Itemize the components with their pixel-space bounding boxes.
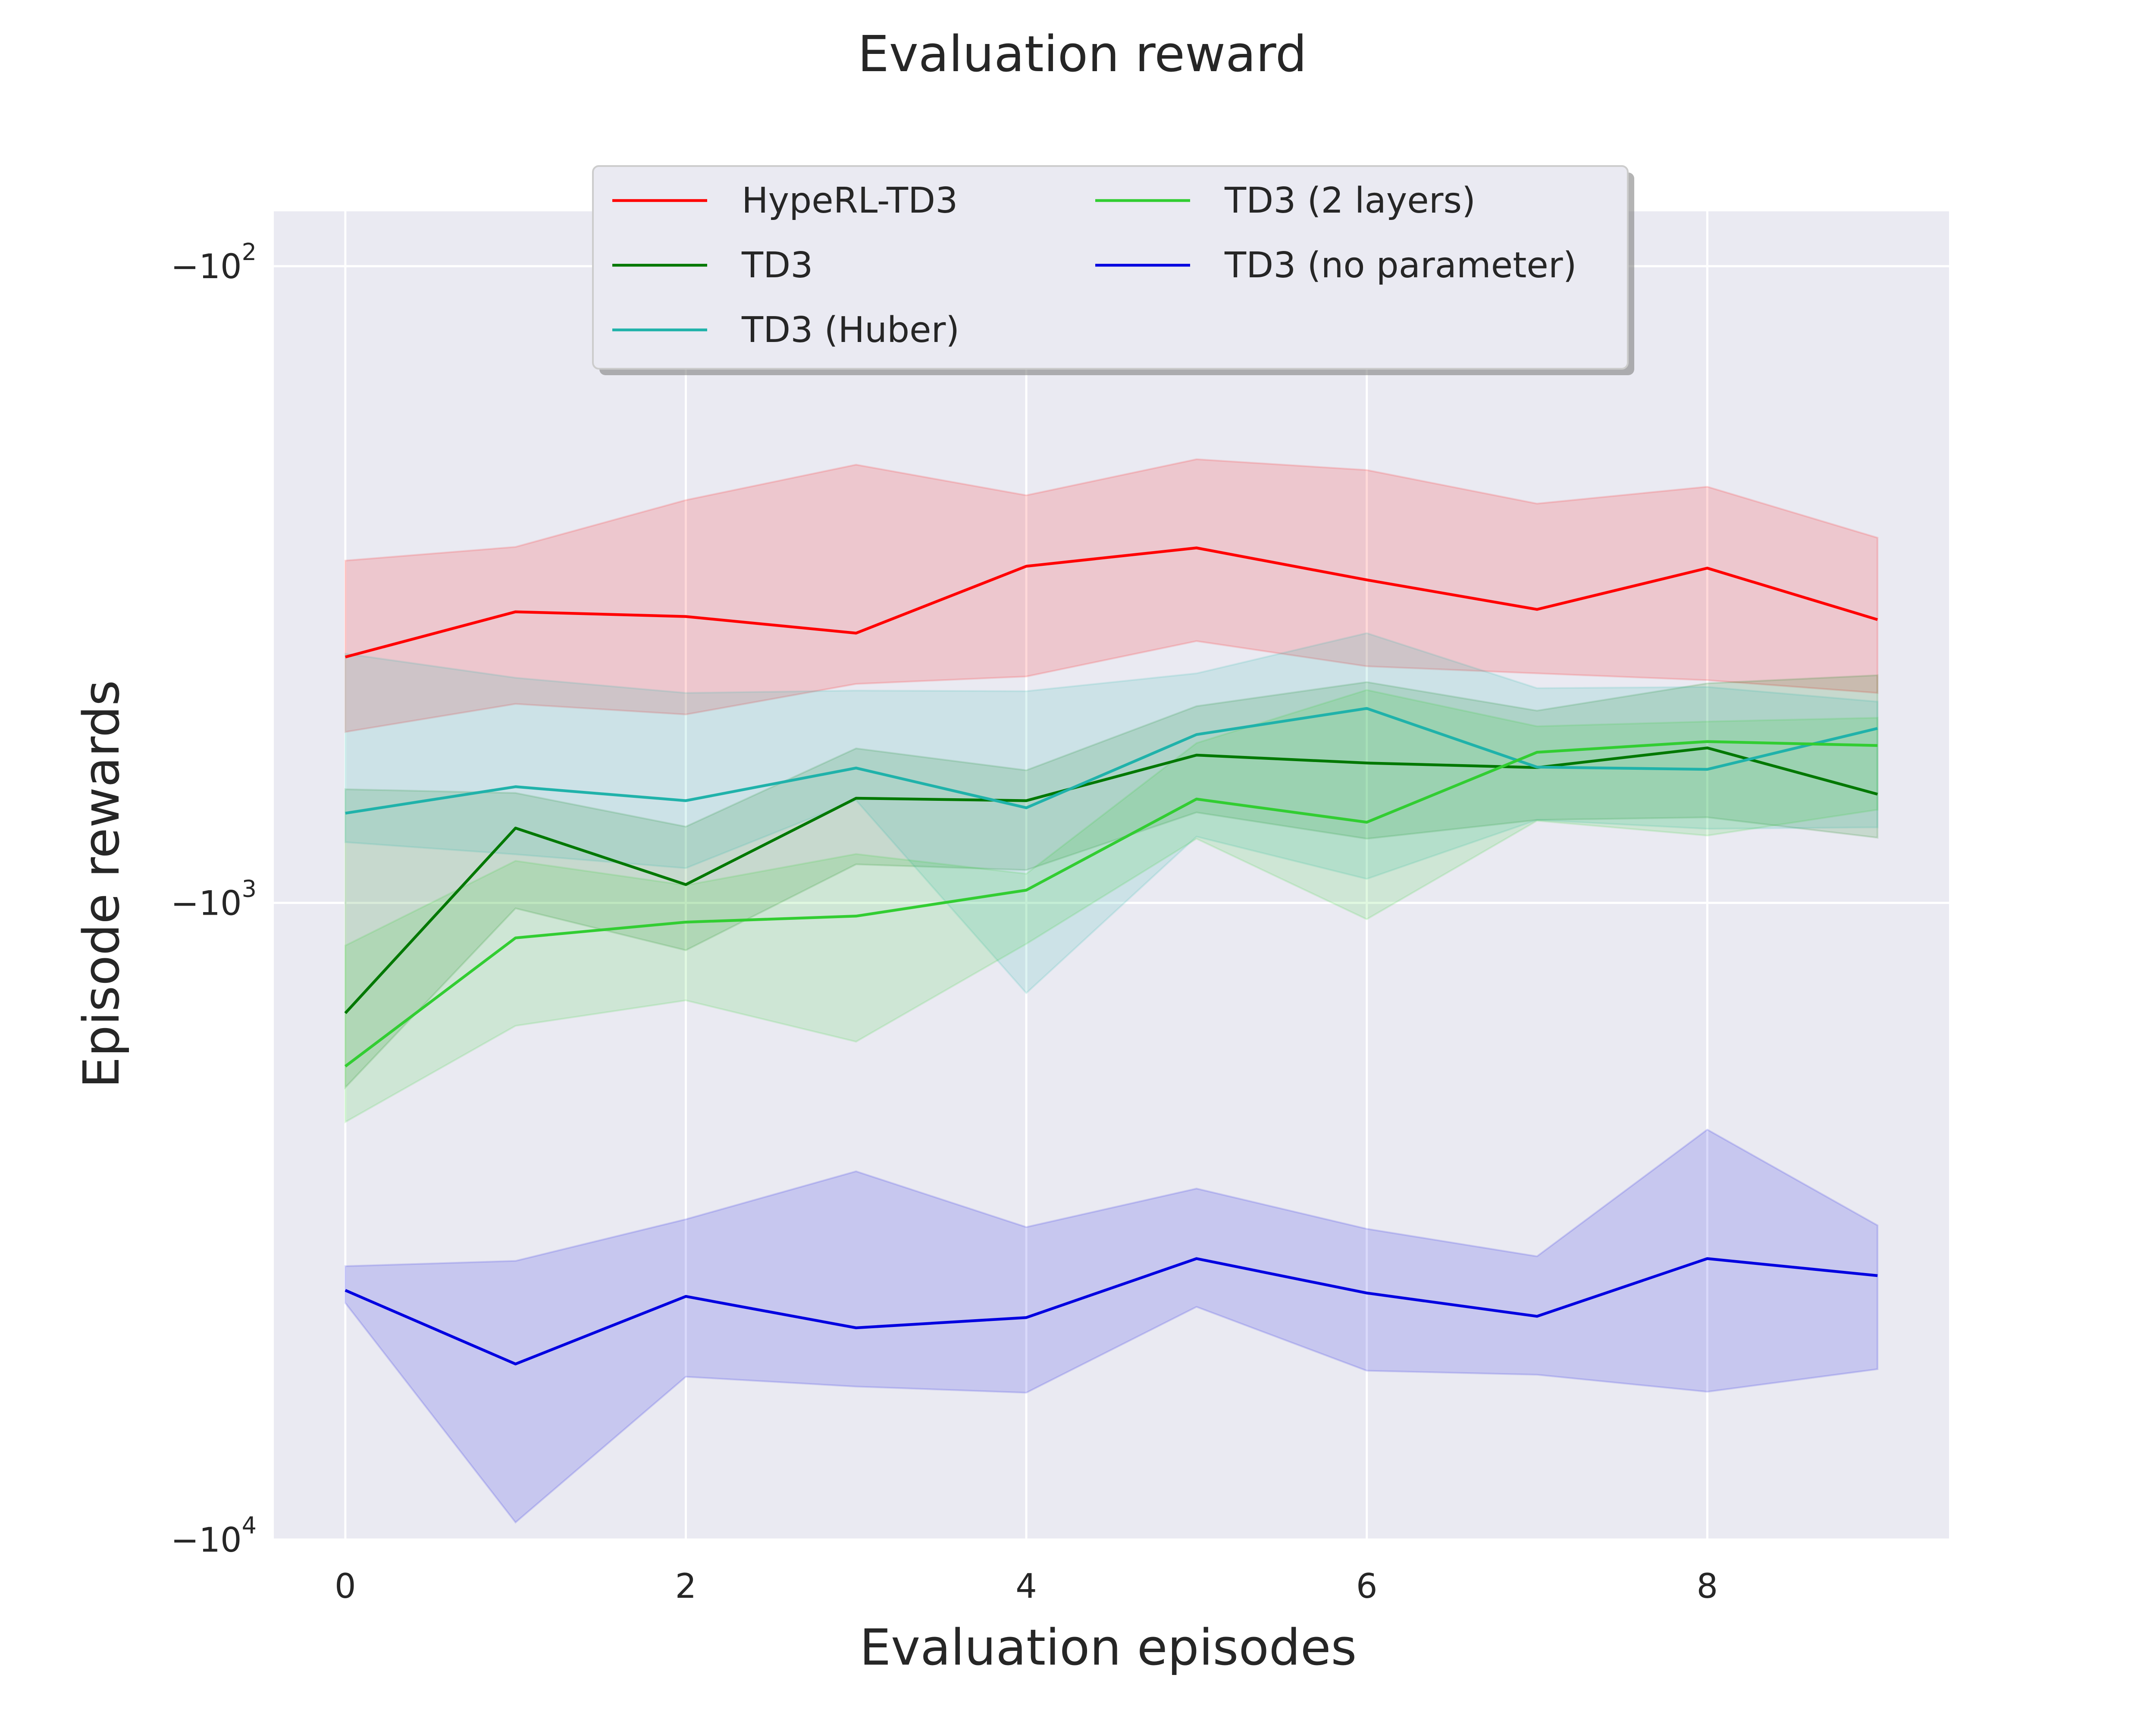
series-line-4 bbox=[345, 1257, 1878, 1366]
legend-box bbox=[592, 165, 1629, 370]
band-1 bbox=[344, 674, 1879, 1090]
grid bbox=[274, 211, 1949, 1541]
x-tick-label: 6 bbox=[1356, 1567, 1378, 1606]
plot-area bbox=[274, 211, 1949, 1540]
tick-labels: 0 2 4 6 8 −102 −103 −104 bbox=[171, 238, 1718, 1606]
legend-label-4: TD3 (no parameter) bbox=[1224, 245, 1577, 286]
band-4 bbox=[344, 1128, 1879, 1524]
band-3 bbox=[344, 689, 1879, 1124]
band-0 bbox=[344, 458, 1879, 733]
series-lines bbox=[344, 546, 1878, 1366]
y-tick-label: −102 bbox=[171, 238, 257, 286]
x-tick-label: 0 bbox=[335, 1567, 356, 1606]
x-tick-label: 4 bbox=[1015, 1567, 1037, 1606]
x-tick-label: 8 bbox=[1697, 1567, 1718, 1606]
confidence-bands bbox=[344, 458, 1879, 1524]
series-line-3 bbox=[344, 740, 1878, 1068]
legend-label-0: HypeRL-TD3 bbox=[742, 180, 958, 221]
legend-label-1: TD3 bbox=[741, 245, 813, 286]
y-axis-label: Episode rewards bbox=[73, 680, 131, 1088]
x-tick-label: 2 bbox=[675, 1567, 697, 1606]
y-tick-label: −103 bbox=[171, 875, 257, 923]
series-line-2 bbox=[345, 707, 1878, 815]
x-axis-label: Evaluation episodes bbox=[860, 1619, 1357, 1677]
legend-label-2: TD3 (Huber) bbox=[741, 310, 959, 351]
series-line-0 bbox=[345, 546, 1878, 659]
legend-label-3: TD3 (2 layers) bbox=[1224, 180, 1476, 221]
band-2 bbox=[344, 632, 1879, 994]
y-tick-label: −104 bbox=[171, 1512, 257, 1560]
series-line-1 bbox=[344, 746, 1878, 1014]
chart-title: Evaluation reward bbox=[858, 25, 1307, 83]
legend: HypeRL-TD3 TD3 TD3 (Huber) TD3 (2 layers) TD… bbox=[592, 165, 1634, 375]
